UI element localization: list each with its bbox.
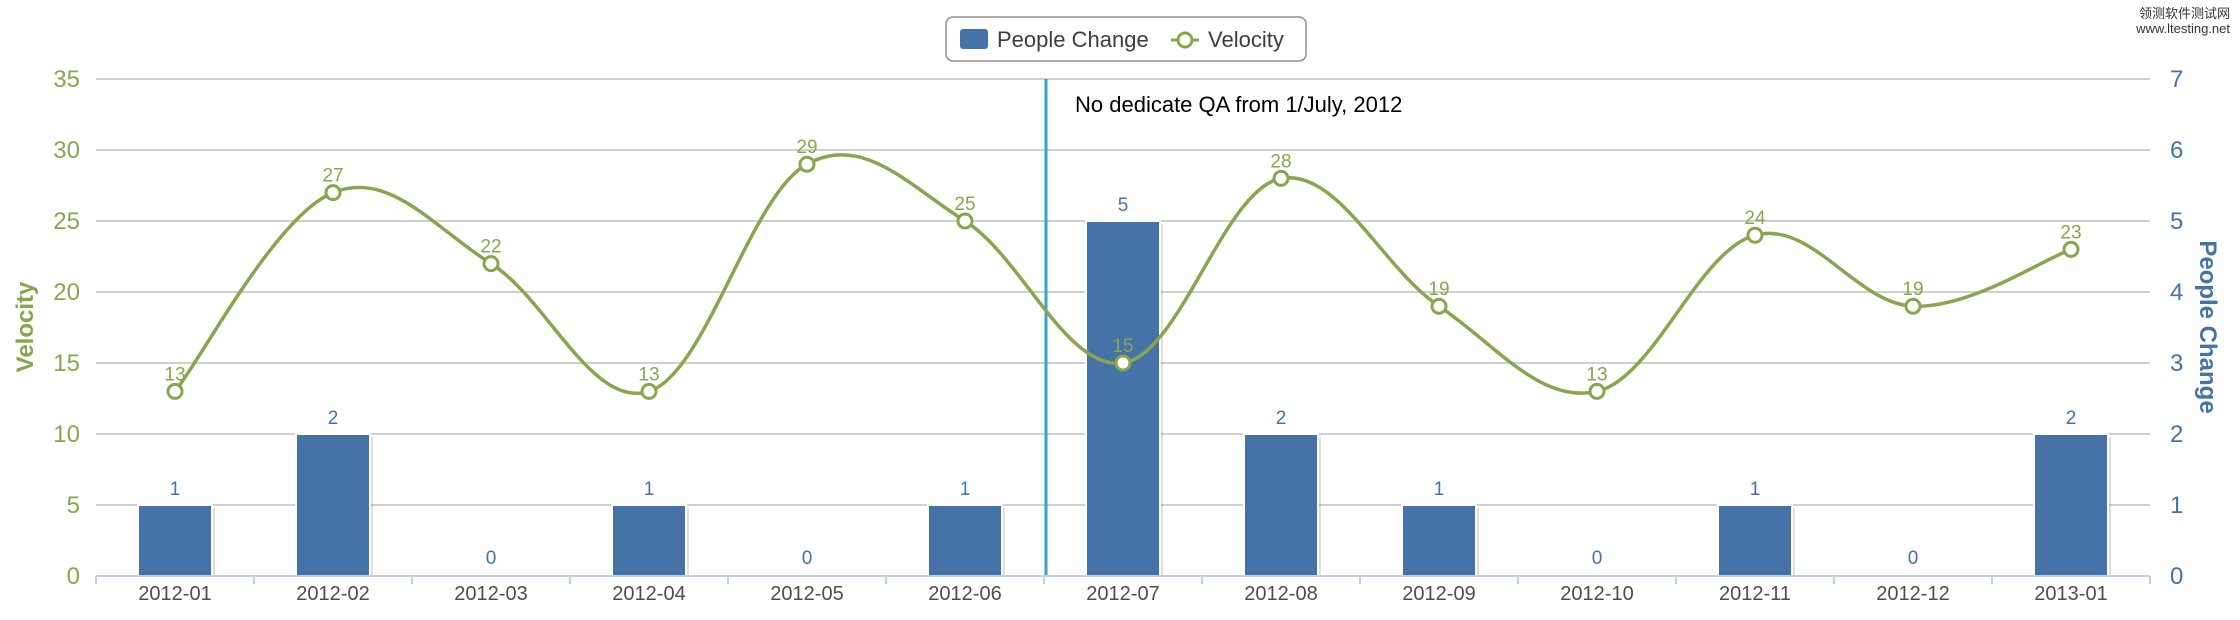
velocity-point[interactable]	[166, 382, 184, 400]
bar-data-label: 1	[1434, 479, 1445, 500]
right-axis-tick-label: 3	[2170, 350, 2183, 377]
bar[interactable]	[611, 504, 687, 577]
bar-data-label: 0	[1908, 548, 1919, 569]
right-axis-tick-label: 4	[2170, 279, 2183, 306]
x-axis-tick-label: 2012-12	[1876, 583, 1949, 605]
x-axis-tick-label: 2012-04	[612, 583, 685, 605]
velocity-data-label: 13	[1586, 364, 1607, 385]
legend-box	[945, 16, 1307, 62]
x-axis-tick-label: 2012-10	[1560, 583, 1633, 605]
x-axis-tick-label: 2013-01	[2034, 583, 2107, 605]
velocity-data-label: 13	[638, 364, 659, 385]
bar-data-label: 1	[170, 479, 181, 500]
right-axis-tick-label: 5	[2170, 208, 2183, 235]
legend-item-velocity[interactable]: Velocity	[1208, 27, 1284, 52]
bar-data-label: 1	[1750, 479, 1761, 500]
legend-swatch-people-change	[960, 29, 988, 49]
x-axis-tick-label: 2012-06	[928, 583, 1001, 605]
bar[interactable]	[295, 433, 371, 577]
left-axis-tick-label: 0	[67, 563, 80, 590]
legend-swatch-velocity-marker	[1176, 31, 1194, 49]
bar-data-label: 0	[486, 548, 497, 569]
velocity-data-label: 28	[1270, 151, 1291, 172]
right-axis-tick-label: 2	[2170, 421, 2183, 448]
velocity-point[interactable]	[1746, 226, 1764, 244]
bar[interactable]	[1243, 433, 1319, 577]
x-axis-tick-label: 2012-09	[1402, 583, 1475, 605]
bar-data-label: 0	[1592, 548, 1603, 569]
velocity-data-label: 22	[480, 237, 501, 258]
bar[interactable]	[1085, 220, 1161, 577]
bar-data-label: 2	[1276, 408, 1287, 429]
velocity-point[interactable]	[2062, 240, 2080, 258]
left-axis-tick-label: 10	[53, 421, 80, 448]
velocity-data-label: 15	[1112, 336, 1133, 357]
bar-data-label: 1	[960, 479, 971, 500]
left-axis-tick-label: 5	[67, 492, 80, 519]
line-series-velocity	[166, 153, 2080, 400]
left-axis-tick-label: 25	[53, 208, 80, 235]
velocity-data-label: 19	[1902, 279, 1923, 300]
velocity-data-label: 13	[164, 364, 185, 385]
velocity-point[interactable]	[1272, 169, 1290, 187]
x-axis-tick-label: 2012-11	[1719, 583, 1791, 605]
bar-data-label: 2	[2066, 408, 2077, 429]
velocity-data-label: 27	[322, 166, 343, 187]
left-axis-tick-label: 20	[53, 279, 80, 306]
velocity-data-label: 23	[2060, 222, 2081, 243]
bar[interactable]	[1401, 504, 1477, 577]
velocity-point[interactable]	[798, 155, 816, 173]
velocity-data-label: 25	[954, 194, 975, 215]
watermark-line-2: www.ltesting.net	[2135, 21, 2230, 36]
velocity-point[interactable]	[640, 382, 658, 400]
watermark: 领测软件测试网 www.ltesting.net	[2135, 6, 2230, 36]
velocity-data-label: 24	[1744, 208, 1766, 229]
left-axis-tick-label: 35	[53, 66, 80, 93]
x-axis-tick-label: 2012-01	[138, 583, 211, 605]
watermark-line-1: 领测软件测试网	[2139, 6, 2230, 21]
right-axis-tick-label: 1	[2170, 492, 2183, 519]
bar-data-label: 5	[1118, 195, 1129, 216]
velocity-data-label: 29	[796, 137, 817, 158]
velocity-point[interactable]	[1114, 354, 1132, 372]
x-axis-tick-label: 2012-08	[1244, 583, 1317, 605]
left-axis-tick-label: 15	[53, 350, 80, 377]
right-axis-tick-label: 7	[2170, 66, 2183, 93]
annotation-text: No dedicate QA from 1/July, 2012	[1075, 92, 1402, 117]
x-axis-tick-label: 2012-05	[770, 583, 843, 605]
bar[interactable]	[2033, 433, 2109, 577]
bar[interactable]	[1717, 504, 1793, 577]
velocity-point[interactable]	[1904, 297, 1922, 315]
left-axis-title: Velocity	[12, 281, 39, 372]
right-axis-tick-label: 0	[2170, 563, 2183, 590]
bar[interactable]	[927, 504, 1003, 577]
legend[interactable]: People Change Velocity	[945, 16, 1307, 62]
velocity-point[interactable]	[324, 184, 342, 202]
velocity-data-label: 19	[1428, 279, 1449, 300]
bar-series-people-change	[137, 220, 2111, 577]
bar[interactable]	[137, 504, 213, 577]
velocity-point[interactable]	[482, 255, 500, 273]
x-axis-tick-label: 2012-03	[454, 583, 527, 605]
velocity-point[interactable]	[1430, 297, 1448, 315]
bar-data-label: 0	[802, 548, 813, 569]
legend-item-people-change[interactable]: People Change	[997, 27, 1149, 52]
bar-data-label: 2	[328, 408, 339, 429]
x-axis-tick-label: 2012-07	[1086, 583, 1159, 605]
right-axis-title: People Change	[2194, 240, 2221, 413]
left-axis-tick-label: 30	[53, 137, 80, 164]
velocity-point[interactable]	[956, 212, 974, 230]
x-axis-tick-label: 2012-02	[296, 583, 369, 605]
bar-data-label: 1	[644, 479, 655, 500]
right-axis-tick-label: 6	[2170, 137, 2183, 164]
velocity-point[interactable]	[1588, 382, 1606, 400]
